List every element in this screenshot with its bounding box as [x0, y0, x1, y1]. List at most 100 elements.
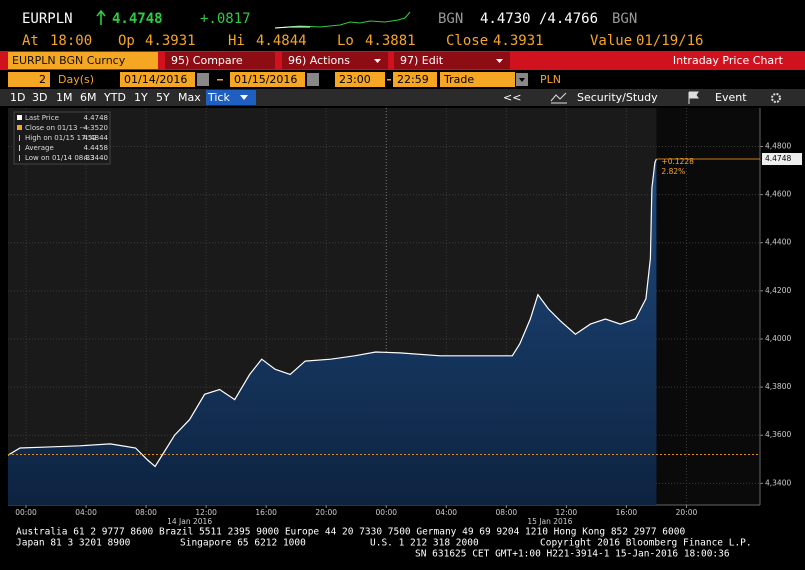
x-tick-label: 20:00 [676, 508, 698, 517]
quote-value: 01/19/16 [636, 33, 703, 49]
quote-label: Op [118, 33, 135, 49]
currency: PLN [540, 73, 561, 86]
input[interactable] [120, 72, 195, 87]
annotation: 2.82% [661, 167, 685, 176]
button[interactable] [165, 52, 275, 69]
tab-bar [0, 89, 805, 106]
y-tick-label: 4,4000 [765, 334, 791, 343]
ticker: EURPLN [22, 11, 73, 27]
plot: 4,3400 4,3600 4,3800 4,4000 4,4200 4,4400 4,46… [7, 108, 802, 526]
footer-text: U.S. 1 212 318 2000 [370, 538, 479, 549]
y-tick-label: 4,4400 [765, 238, 791, 247]
quote-label: Hi [228, 33, 245, 49]
tab[interactable]: Max [178, 91, 201, 104]
x-tick-label: 16:00 [255, 508, 277, 517]
calendar-icon[interactable] [197, 73, 209, 86]
button-label: 95) Compare [171, 54, 243, 67]
footer-text: Australia 61 2 9777 8600 Brazil 5511 239… [16, 527, 685, 538]
footer-text: Copyright 2016 Bloomberg Finance L.P. [540, 538, 752, 549]
start-time: 23:00 [339, 73, 371, 86]
y-tick-label: 4,3800 [765, 382, 791, 391]
input[interactable] [393, 72, 437, 87]
quote-value: 4.3931 [493, 33, 544, 49]
last-label: 4.4748 [765, 154, 791, 163]
price-line [7, 158, 657, 468]
active-tab[interactable] [206, 90, 256, 105]
x-tick-label: 08:00 [496, 508, 518, 517]
tab[interactable]: 1D [10, 91, 25, 104]
quote-value: 18:00 [50, 33, 92, 49]
security-box[interactable] [8, 52, 158, 69]
footer-text: SN 631625 CET GMT+1:00 H221-3914-1 15-Ja… [415, 549, 730, 560]
date-label: 14 Jan 2016 [167, 517, 212, 526]
x-tick-label: 04:00 [435, 508, 457, 517]
legend-value: 4.3520 [84, 124, 109, 132]
source: BGN [438, 11, 463, 27]
y-tick-label: 4,4800 [765, 141, 791, 150]
quote-label: Close [446, 33, 488, 49]
x-tick-label: 12:00 [195, 508, 217, 517]
tab[interactable]: 6M [80, 91, 97, 104]
y-tick-label: 4,3600 [765, 430, 791, 439]
button[interactable] [282, 52, 388, 69]
quote-value: 4.4844 [256, 33, 307, 49]
calendar-icon[interactable] [307, 73, 319, 86]
area [8, 159, 657, 505]
x-tick-label: 04:00 [75, 508, 97, 517]
study-icon [550, 92, 567, 104]
legend-label: High on 01/15 17:52 [25, 134, 97, 142]
last-price: 4.4748 [112, 11, 163, 27]
tab[interactable]: YTD [103, 91, 126, 104]
legend-value: 4.4748 [84, 114, 109, 122]
input[interactable] [8, 72, 50, 87]
quote-label: Lo [337, 33, 354, 49]
start-date: 01/14/2016 [124, 73, 187, 86]
legend-swatch [17, 125, 22, 130]
x-tick-label: 16:00 [616, 508, 638, 517]
days: 2 [39, 73, 46, 86]
legend-value: 4.4458 [84, 144, 109, 152]
change: +.0817 [200, 11, 251, 27]
tab[interactable]: 1M [56, 91, 73, 104]
tab[interactable]: 3D [32, 91, 47, 104]
x-tick-label: 08:00 [135, 508, 157, 517]
y-tick-label: 4,4600 [765, 190, 791, 199]
quote-label: At [22, 33, 39, 49]
tab[interactable]: 1Y [134, 91, 148, 104]
x-tick-label: 20:00 [315, 508, 337, 517]
end-time: 22:59 [397, 73, 429, 86]
tab[interactable]: 5Y [156, 91, 170, 104]
footer-text: Singapore 65 6212 1000 [180, 538, 306, 549]
tab[interactable]: Tick [207, 91, 230, 104]
quote-value: 4.3931 [145, 33, 196, 49]
button-label: 97) Edit [400, 54, 444, 67]
gear-icon[interactable] [771, 93, 781, 103]
date-label: 15 Jan 2016 [527, 517, 572, 526]
x-tick-label: 00:00 [375, 508, 397, 517]
tool[interactable]: Event [715, 91, 747, 104]
caret [240, 95, 248, 100]
after-hours [656, 108, 760, 505]
footer-text: Japan 81 3 3201 8900 [16, 538, 131, 549]
caret [374, 59, 381, 63]
last-label-box [762, 153, 802, 166]
tool[interactable]: << [503, 91, 521, 104]
flag-icon [688, 91, 699, 104]
legend-label: Last Price [25, 114, 59, 122]
sparkline [274, 11, 411, 29]
tool[interactable]: Security/Study [577, 91, 658, 104]
input[interactable] [230, 72, 305, 87]
input[interactable] [440, 72, 515, 87]
unit: Day(s) [58, 73, 94, 86]
up-arrow [96, 9, 106, 25]
x-tick-label: 00:00 [15, 508, 37, 517]
y-tick-label: 4,3400 [765, 478, 791, 487]
legend-box [13, 111, 111, 165]
button[interactable] [394, 52, 510, 69]
security: EURPLN BGN Curncy [12, 54, 126, 67]
legend-label: Average [25, 144, 54, 152]
legend-value: 4.3440 [84, 154, 109, 162]
input[interactable] [335, 72, 385, 87]
sparkline-start [274, 26, 310, 29]
